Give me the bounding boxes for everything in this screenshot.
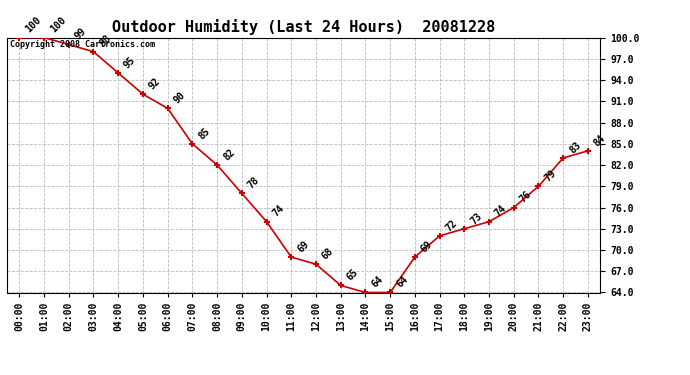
Text: 72: 72	[444, 217, 459, 233]
Text: 74: 74	[270, 204, 286, 219]
Text: 76: 76	[518, 189, 533, 205]
Text: 78: 78	[246, 175, 262, 190]
Text: 68: 68	[320, 246, 335, 261]
Text: 98: 98	[97, 33, 113, 49]
Text: 73: 73	[469, 211, 484, 226]
Text: 82: 82	[221, 147, 237, 162]
Text: 65: 65	[345, 267, 360, 283]
Text: 69: 69	[295, 239, 310, 254]
Text: Copyright 2008 Cartronics.com: Copyright 2008 Cartronics.com	[10, 40, 155, 49]
Text: 64: 64	[370, 274, 385, 290]
Text: 100: 100	[23, 15, 43, 35]
Title: Outdoor Humidity (Last 24 Hours)  20081228: Outdoor Humidity (Last 24 Hours) 2008122…	[112, 19, 495, 35]
Text: 83: 83	[567, 140, 583, 155]
Text: 69: 69	[419, 239, 435, 254]
Text: 100: 100	[48, 15, 68, 35]
Text: 95: 95	[122, 55, 138, 70]
Text: 84: 84	[592, 133, 607, 148]
Text: 90: 90	[172, 90, 187, 105]
Text: 74: 74	[493, 204, 509, 219]
Text: 92: 92	[147, 76, 162, 92]
Text: 79: 79	[542, 168, 558, 183]
Text: 85: 85	[197, 126, 212, 141]
Text: 99: 99	[73, 26, 88, 42]
Text: 64: 64	[394, 274, 410, 290]
